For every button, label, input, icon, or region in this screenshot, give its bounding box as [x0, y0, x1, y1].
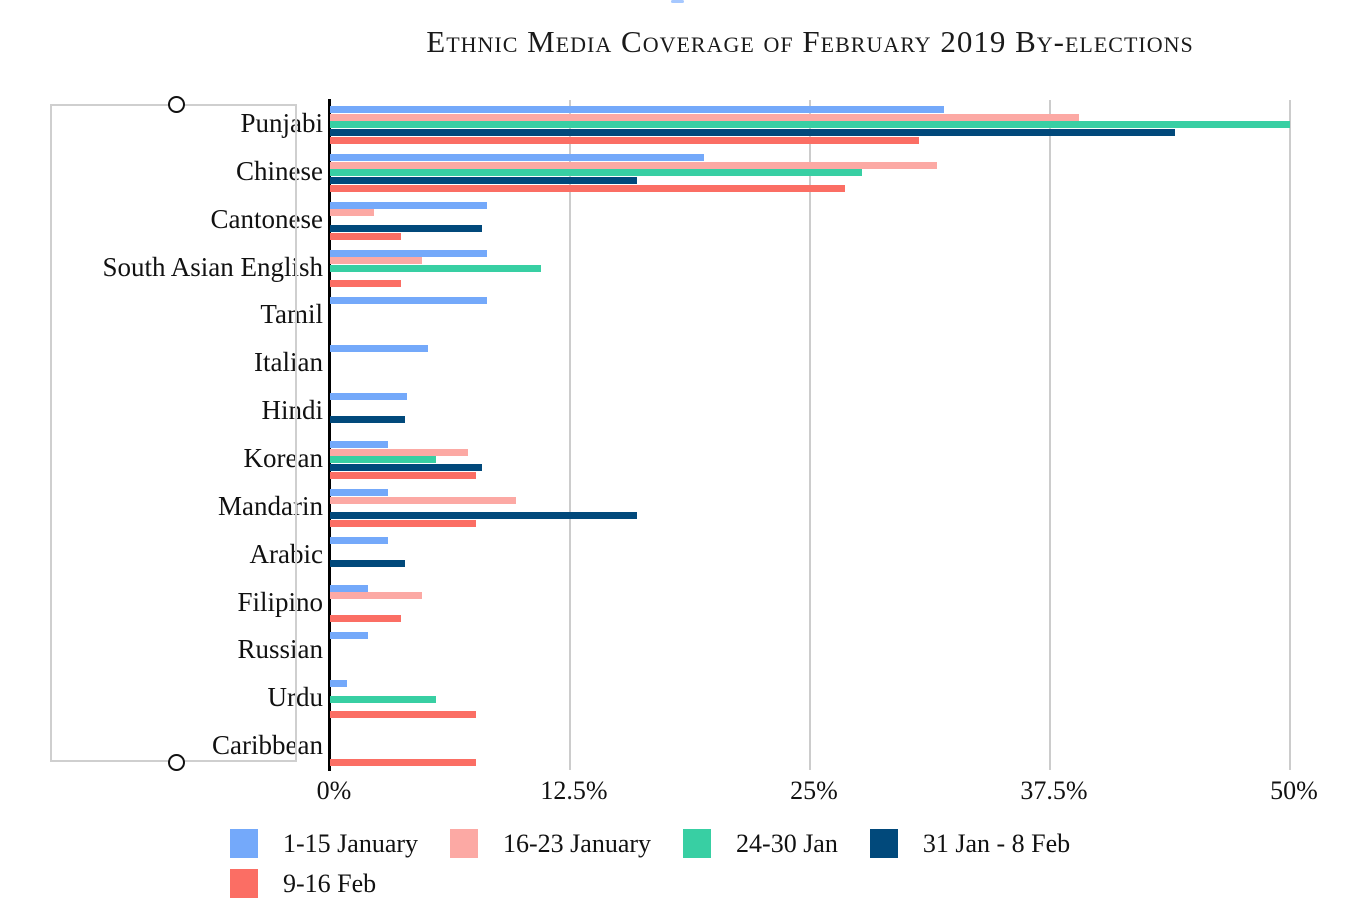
category-label-cantonese: Cantonese	[210, 203, 323, 234]
category-label-hindi: Hindi	[261, 395, 323, 426]
x-tick-label-25: 25%	[790, 776, 838, 805]
category-label-korean: Korean	[243, 443, 323, 473]
legend-item-24-30-jan[interactable]: 24-30 Jan	[683, 829, 838, 858]
bar-punjabi-16-23-january[interactable]	[330, 113, 1079, 121]
bar-south-asian-english-9-16-feb[interactable]	[330, 280, 402, 288]
bar-south-asian-english-16-23-january[interactable]	[330, 257, 423, 265]
bar-mandarin-31-jan---8-feb[interactable]	[330, 511, 638, 519]
legend-item-31-jan---8-feb[interactable]: 31 Jan - 8 Feb	[869, 829, 1071, 858]
bar-chinese-9-16-feb[interactable]	[330, 184, 845, 192]
bar-urdu-24-30-jan[interactable]	[330, 695, 436, 703]
bar-punjabi-9-16-feb[interactable]	[330, 136, 920, 144]
legend-item-1-15-january[interactable]: 1-15 January	[230, 829, 418, 858]
legend-swatch	[230, 869, 258, 898]
gridline-12.5	[569, 100, 571, 770]
category-label-tamil: Tamil	[260, 299, 323, 330]
bar-urdu-9-16-feb[interactable]	[330, 711, 476, 719]
bar-hindi-1-15-january[interactable]	[330, 393, 407, 401]
bar-mandarin-1-15-january[interactable]	[330, 488, 388, 496]
x-tick-label-12.5: 12.5%	[540, 776, 608, 805]
category-label-caribbean: Caribbean	[212, 730, 323, 761]
legend-swatch	[683, 829, 712, 858]
bar-cantonese-31-jan---8-feb[interactable]	[330, 224, 482, 232]
bar-punjabi-31-jan---8-feb[interactable]	[330, 129, 1175, 137]
category-label-filipino: Filipino	[237, 586, 323, 617]
bar-caribbean-9-16-feb[interactable]	[330, 758, 476, 766]
bar-chinese-1-15-january[interactable]	[330, 153, 705, 161]
bar-punjabi-24-30-jan[interactable]	[330, 121, 1290, 129]
legend-swatch	[450, 829, 479, 858]
category-label-punjabi: Punjabi	[240, 108, 323, 138]
chart-title: Ethnic Media Coverage of February 2019 B…	[426, 24, 1194, 59]
bar-korean-1-15-january[interactable]	[330, 441, 388, 448]
category-label-russian: Russian	[237, 634, 323, 665]
bar-cantonese-9-16-feb[interactable]	[330, 232, 402, 240]
bar-punjabi-1-15-january[interactable]	[330, 106, 945, 113]
bar-mandarin-16-23-january[interactable]	[330, 496, 517, 504]
selection-handle-bottom[interactable]	[168, 754, 185, 771]
bar-arabic-31-jan---8-feb[interactable]	[330, 559, 405, 567]
bar-filipino-1-15-january[interactable]	[330, 584, 369, 592]
bar-tamil-1-15-january[interactable]	[330, 297, 488, 305]
bar-korean-9-16-feb[interactable]	[330, 471, 476, 479]
label-selection-box[interactable]	[50, 104, 297, 762]
bar-cantonese-1-15-january[interactable]	[330, 201, 488, 209]
x-tick-label-0: 0%	[316, 776, 352, 805]
category-label-chinese: Chinese	[236, 155, 323, 186]
legend-item-16-23-january[interactable]: 16-23 January	[450, 829, 651, 858]
legend-swatch	[869, 829, 898, 858]
x-tick-label-37.5: 37.5%	[1020, 776, 1088, 805]
legend-item-9-16-feb[interactable]: 9-16 Feb	[230, 869, 376, 898]
legend: 1-15 January 16-23 January 24-30 Jan 31 Jan…	[230, 829, 1195, 898]
bar-filipino-9-16-feb[interactable]	[330, 615, 402, 623]
bar-korean-16-23-january[interactable]	[330, 448, 469, 456]
top-edge-artifact	[671, 0, 684, 3]
gridline-25	[809, 100, 811, 770]
bar-filipino-16-23-january[interactable]	[330, 592, 423, 600]
category-label-arabic: Arabic	[249, 538, 323, 569]
y-axis-line	[328, 99, 331, 771]
x-tick-label-50: 50%	[1270, 776, 1318, 805]
bar-arabic-1-15-january[interactable]	[330, 536, 388, 544]
bar-south-asian-english-24-30-jan[interactable]	[330, 264, 542, 272]
bar-chinese-16-23-january[interactable]	[330, 161, 937, 169]
bar-cantonese-16-23-january[interactable]	[330, 209, 375, 217]
legend-label: 9-16 Feb	[283, 869, 377, 898]
gridline-50	[1289, 100, 1291, 770]
legend-label: 1-15 January	[283, 829, 419, 858]
legend-label: 31 Jan - 8 Feb	[922, 829, 1071, 858]
bar-hindi-31-jan---8-feb[interactable]	[330, 416, 405, 424]
legend-swatch	[230, 829, 258, 858]
bar-italian-1-15-january[interactable]	[330, 345, 428, 353]
selection-handle-top[interactable]	[168, 96, 185, 113]
bar-mandarin-9-16-feb[interactable]	[330, 519, 476, 527]
category-label-south-asian-english: South Asian English	[102, 251, 323, 282]
legend-label: 24-30 Jan	[736, 829, 838, 858]
legend-label: 16-23 January	[503, 829, 652, 858]
gridline-37.5	[1049, 100, 1051, 770]
category-label-italian: Italian	[254, 347, 323, 378]
bar-south-asian-english-1-15-january[interactable]	[330, 249, 488, 257]
bar-chinese-31-jan---8-feb[interactable]	[330, 176, 638, 184]
bar-urdu-1-15-january[interactable]	[330, 680, 348, 688]
bar-chinese-24-30-jan[interactable]	[330, 169, 862, 177]
bar-korean-24-30-jan[interactable]	[330, 456, 436, 464]
bar-russian-1-15-january[interactable]	[330, 632, 369, 640]
bar-korean-31-jan---8-feb[interactable]	[330, 464, 482, 472]
category-label-mandarin: Mandarin	[218, 490, 323, 521]
